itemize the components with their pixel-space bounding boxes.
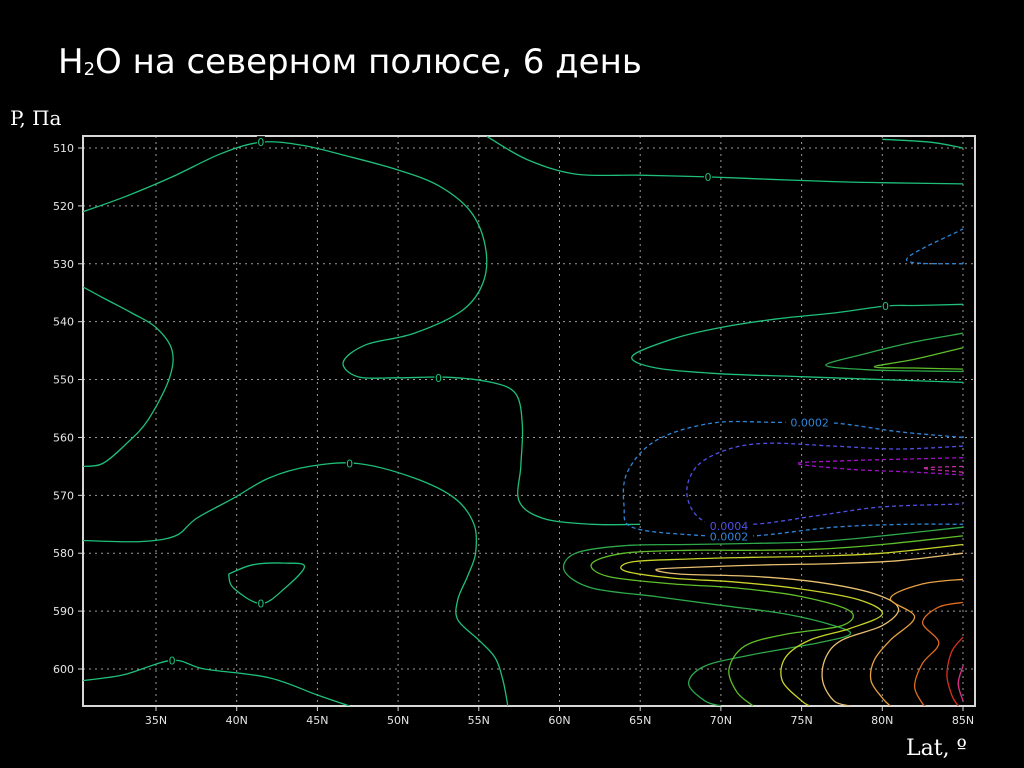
contour-line--0_0004 (590, 535, 964, 706)
contour-label: 0.0002 (790, 416, 829, 429)
contour-line-0 (83, 141, 641, 526)
y-tick-label: 510 (53, 142, 74, 155)
x-tick-label: 55N (468, 714, 490, 727)
y-tick-label: 560 (53, 431, 74, 444)
contour-label-bg (345, 457, 354, 470)
x-tick-label: 40N (226, 714, 248, 727)
contour-line-0 (83, 659, 350, 706)
x-tick-label: 60N (548, 714, 570, 727)
x-tick-label: 80N (871, 714, 893, 727)
contour-line--0_001 (869, 578, 964, 706)
x-tick-label: 65N (629, 714, 651, 727)
contour-line--0_0012 (913, 601, 964, 706)
x-tick-label: 50N (387, 714, 409, 727)
contour-label: 0 (346, 457, 353, 470)
contour-label-bg (256, 136, 265, 149)
contour-line--0_0002 (562, 526, 964, 706)
contour-line-0_0002 (905, 228, 964, 265)
contour-curves (83, 136, 964, 706)
y-tick-label: 530 (53, 258, 74, 271)
x-tick-label: 85N (952, 714, 974, 727)
contour-label-bg (881, 300, 890, 313)
contour-label: 0 (882, 300, 889, 313)
page-title: H2O на северном полюсе, 6 день (58, 42, 642, 82)
contour-label-bg (434, 371, 443, 384)
contour-label: 0.0002 (710, 530, 749, 543)
y-tick-label: 550 (53, 374, 74, 387)
y-tick-label: 580 (53, 547, 74, 560)
contour-label: 0.0004 (710, 520, 749, 533)
contour-line-0 (227, 562, 306, 605)
grid (83, 136, 975, 706)
contour-label-bg (785, 416, 834, 429)
x-axis-label: Lat, º (906, 736, 967, 761)
contour-line-0_0002 (622, 420, 964, 538)
contour-label-bg (256, 597, 265, 610)
contour-line-0 (83, 462, 509, 706)
x-tick-label: 75N (790, 714, 812, 727)
contour-label: 0 (704, 171, 711, 184)
contour-label-bg (168, 654, 177, 667)
contour-line-0_0008 (921, 465, 964, 473)
contour-line-0 (486, 136, 964, 185)
contour-line--0_0002 (825, 332, 964, 373)
contour-label: 0 (169, 654, 176, 667)
y-tick-label: 590 (53, 605, 74, 618)
contour-label: 0 (435, 372, 442, 385)
contour-label-bg (704, 530, 753, 543)
contour-line--0_0006 (620, 543, 964, 706)
contour-line--0_0016 (957, 665, 964, 701)
y-tick-label: 540 (53, 316, 74, 329)
plot-frame (82, 135, 976, 707)
y-tick-label: 570 (53, 489, 74, 502)
contour-label-bg (703, 170, 712, 183)
contour-line-0 (882, 138, 964, 149)
x-tick-label: 70N (710, 714, 732, 727)
contour-line-0 (83, 286, 174, 468)
y-tick-label: 600 (53, 663, 74, 676)
contour-line--0_0014 (946, 636, 964, 706)
contour-label: 0 (257, 136, 264, 149)
y-tick-label: 520 (53, 200, 74, 213)
contour-line--0_0004 (873, 347, 964, 370)
contour-label-bg (704, 520, 753, 533)
contour-line-0_0004 (686, 442, 964, 526)
x-tick-label: 35N (145, 714, 167, 727)
x-tick-label: 45N (306, 714, 328, 727)
contour-line--0_0008 (655, 552, 964, 706)
axes: 35N 40N 45N 50N 55N 60N 65N 70N 75N 80N 85N 510 520 5… (53, 135, 976, 727)
contour-label: 0 (257, 598, 264, 611)
y-axis-label: P, Па (10, 106, 62, 130)
contour-line-0_0006 (796, 457, 964, 476)
